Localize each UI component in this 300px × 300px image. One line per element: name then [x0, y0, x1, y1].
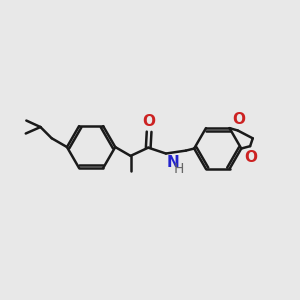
- Text: O: O: [244, 150, 257, 165]
- Text: O: O: [142, 114, 156, 129]
- Text: O: O: [232, 112, 245, 127]
- Text: H: H: [174, 162, 184, 176]
- Text: N: N: [167, 155, 180, 170]
